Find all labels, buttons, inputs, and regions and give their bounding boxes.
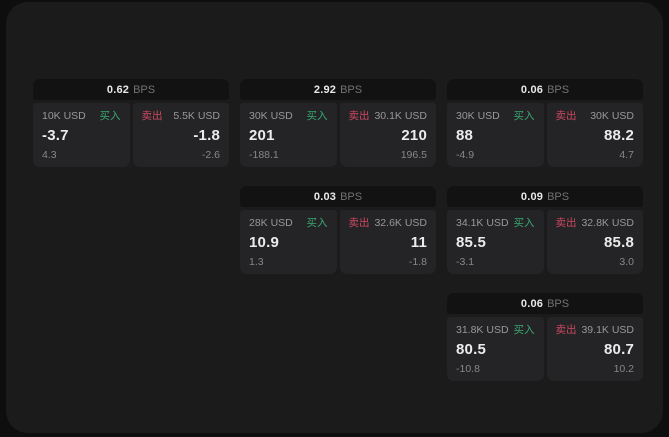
quote-card-2: 2.92 BPS 30K USD 买入 201 -188.1 卖出 30.1K …	[240, 79, 436, 167]
quote-card-1: 0.62 BPS 10K USD 买入 -3.7 4.3 卖出 5.5K USD…	[33, 79, 229, 167]
buy-side-label: 买入	[513, 110, 535, 122]
buy-side-label: 买入	[513, 217, 535, 229]
sell-delta: -1.8	[408, 256, 427, 268]
sell-price: 85.8	[604, 233, 634, 251]
buy-price: 201	[249, 126, 275, 144]
sell-side-label: 卖出	[348, 110, 370, 122]
quote-card-5: 0.09 BPS 34.1K USD 买入 85.5 -3.1 卖出 32.8K…	[447, 186, 643, 274]
sell-side-label: 卖出	[141, 110, 163, 122]
bps-header: 0.62 BPS	[33, 79, 229, 100]
bps-header: 0.06 BPS	[447, 79, 643, 100]
sell-price: 88.2	[604, 126, 634, 144]
bps-unit-label: BPS	[547, 297, 570, 310]
sell-tile[interactable]: 卖出 39.1K USD 80.7 10.2	[546, 317, 643, 381]
bps-unit-label: BPS	[547, 190, 570, 203]
buy-side-label: 买入	[306, 217, 328, 229]
bps-header: 0.03 BPS	[240, 186, 436, 207]
bps-header: 0.09 BPS	[447, 186, 643, 207]
bps-value: 0.06	[520, 297, 544, 310]
bps-header: 2.92 BPS	[240, 79, 436, 100]
buy-price: -3.7	[42, 126, 69, 144]
bps-value: 0.03	[313, 190, 337, 203]
sell-amount: 30.1K USD	[374, 110, 427, 122]
sell-delta: 196.5	[400, 149, 427, 161]
buy-amount: 30K USD	[456, 110, 500, 122]
buy-delta: 4.3	[42, 149, 57, 161]
buy-tile[interactable]: 30K USD 买入 201 -188.1	[240, 103, 337, 167]
buy-delta: -10.8	[456, 363, 480, 375]
sell-tile[interactable]: 卖出 32.8K USD 85.8 3.0	[546, 210, 643, 274]
sell-delta: 10.2	[613, 363, 634, 375]
buy-amount: 30K USD	[249, 110, 293, 122]
sell-side-label: 卖出	[555, 324, 577, 336]
buy-price: 10.9	[249, 233, 279, 251]
sell-tile[interactable]: 卖出 30.1K USD 210 196.5	[339, 103, 436, 167]
buy-tile[interactable]: 10K USD 买入 -3.7 4.3	[33, 103, 130, 167]
buy-amount: 34.1K USD	[456, 217, 509, 229]
sell-delta: 3.0	[619, 256, 634, 268]
buy-delta: 1.3	[249, 256, 264, 268]
buy-tile[interactable]: 34.1K USD 买入 85.5 -3.1	[447, 210, 544, 274]
sell-tile[interactable]: 卖出 5.5K USD -1.8 -2.6	[132, 103, 229, 167]
bps-unit-label: BPS	[340, 190, 363, 203]
sell-amount: 30K USD	[590, 110, 634, 122]
sell-amount: 5.5K USD	[173, 110, 220, 122]
sell-price: 80.7	[604, 340, 634, 358]
sell-tile[interactable]: 卖出 30K USD 88.2 4.7	[546, 103, 643, 167]
buy-price: 88	[456, 126, 474, 144]
bps-value: 0.06	[520, 83, 544, 96]
bps-value: 0.09	[520, 190, 544, 203]
buy-delta: -188.1	[249, 149, 279, 161]
bps-unit-label: BPS	[547, 83, 570, 96]
sell-price: -1.8	[193, 126, 220, 144]
buy-amount: 31.8K USD	[456, 324, 509, 336]
quote-cards-grid: 0.62 BPS 10K USD 买入 -3.7 4.3 卖出 5.5K USD…	[33, 79, 643, 381]
sell-side-label: 卖出	[555, 217, 577, 229]
buy-price: 85.5	[456, 233, 486, 251]
sell-amount: 39.1K USD	[581, 324, 634, 336]
buy-tile[interactable]: 30K USD 买入 88 -4.9	[447, 103, 544, 167]
bps-unit-label: BPS	[133, 83, 156, 96]
quote-card-4: 0.03 BPS 28K USD 买入 10.9 1.3 卖出 32.6K US…	[240, 186, 436, 274]
sell-amount: 32.6K USD	[374, 217, 427, 229]
sell-price: 11	[410, 233, 427, 251]
buy-amount: 28K USD	[249, 217, 293, 229]
buy-side-label: 买入	[306, 110, 328, 122]
sell-side-label: 卖出	[555, 110, 577, 122]
bps-value: 0.62	[106, 83, 130, 96]
buy-side-label: 买入	[99, 110, 121, 122]
sell-delta: 4.7	[619, 149, 634, 161]
sell-price: 210	[401, 126, 427, 144]
buy-tile[interactable]: 31.8K USD 买入 80.5 -10.8	[447, 317, 544, 381]
sell-amount: 32.8K USD	[581, 217, 634, 229]
sell-side-label: 卖出	[348, 217, 370, 229]
buy-side-label: 买入	[513, 324, 535, 336]
buy-tile[interactable]: 28K USD 买入 10.9 1.3	[240, 210, 337, 274]
quote-card-3: 0.06 BPS 30K USD 买入 88 -4.9 卖出 30K USD 8…	[447, 79, 643, 167]
buy-price: 80.5	[456, 340, 486, 358]
buy-amount: 10K USD	[42, 110, 86, 122]
bps-value: 2.92	[313, 83, 337, 96]
quote-card-6: 0.06 BPS 31.8K USD 买入 80.5 -10.8 卖出 39.1…	[447, 293, 643, 381]
sell-delta: -2.6	[201, 149, 220, 161]
buy-delta: -3.1	[456, 256, 475, 268]
bps-unit-label: BPS	[340, 83, 363, 96]
bps-header: 0.06 BPS	[447, 293, 643, 314]
sell-tile[interactable]: 卖出 32.6K USD 11 -1.8	[339, 210, 436, 274]
buy-delta: -4.9	[456, 149, 475, 161]
